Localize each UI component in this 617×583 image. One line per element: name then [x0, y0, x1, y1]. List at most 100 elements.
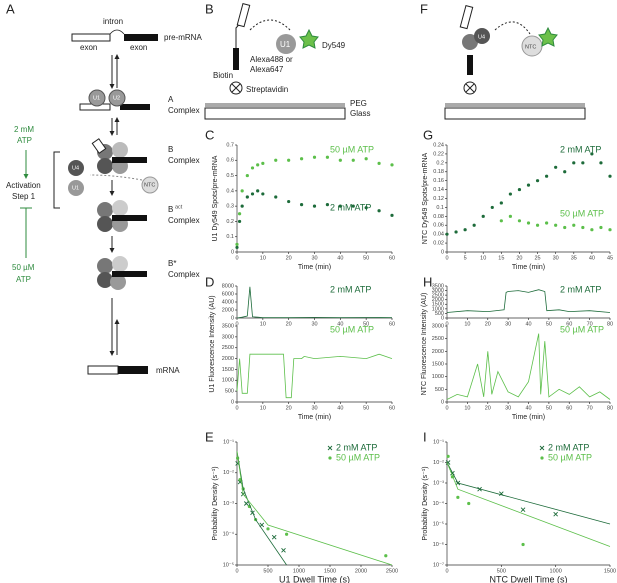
y-tick-label: 0.14 — [433, 187, 444, 193]
dot-marker — [261, 161, 265, 165]
y-axis-label: U1 Fluorescence Intensity (AU) — [209, 295, 216, 392]
label: Dy549 — [322, 41, 346, 50]
x-tick-label: 10 — [464, 405, 470, 411]
x-tick-label: 0 — [445, 405, 448, 411]
dot-marker — [351, 204, 355, 208]
y-tick-label: 500 — [435, 387, 444, 393]
dot-marker — [599, 225, 603, 230]
dot-marker — [521, 542, 525, 547]
y-tick-label: 0.2 — [226, 219, 234, 225]
y-tick-label: 10⁻² — [223, 470, 234, 476]
label: act — [175, 204, 183, 210]
dot-marker — [581, 161, 585, 165]
dot-marker — [554, 165, 558, 169]
inhibition — [20, 207, 32, 258]
x-tick-label: 10 — [480, 255, 486, 261]
series-name: 50 µM ATP — [330, 324, 374, 334]
dot-marker — [517, 187, 522, 192]
y-tick-label: 0 — [441, 399, 444, 405]
y-tick-label: 0 — [441, 249, 444, 255]
dot-marker — [581, 225, 585, 230]
dot-marker — [364, 157, 368, 161]
y-tick-label: 10⁻⁵ — [223, 561, 234, 568]
x-tick-label: 0 — [445, 255, 448, 261]
y-tick-label: 8000 — [222, 283, 234, 289]
label: A — [168, 95, 174, 104]
y-tick-label: 1000 — [432, 306, 444, 312]
dot-marker — [508, 214, 512, 218]
snrnp — [68, 180, 84, 196]
label: U1 — [93, 95, 100, 101]
dot-marker — [572, 223, 576, 227]
panel-label: E — [205, 429, 214, 444]
label: Streptavidin — [246, 85, 288, 94]
label: 50 µM — [12, 263, 35, 272]
y-tick-label: 10⁻¹ — [223, 439, 234, 445]
legend-glyph — [540, 456, 544, 460]
series-name: 2 mM ATP — [330, 284, 371, 294]
x-tick-label: 80 — [607, 405, 613, 411]
axes — [446, 145, 610, 253]
series-name: 50 µM ATP — [330, 144, 374, 154]
y-tick-label: 4000 — [222, 299, 234, 305]
x-marker — [271, 534, 277, 540]
y-axis-label: NTC Fluorescence Intensity (AU) — [421, 293, 428, 396]
dot-marker — [274, 195, 278, 199]
dot-marker — [467, 501, 471, 506]
dot-marker — [563, 170, 567, 174]
x-marker — [243, 501, 249, 506]
y-tick-label: 500 — [225, 389, 234, 395]
label: Alexa488 or — [250, 55, 293, 64]
dot-marker — [446, 454, 450, 458]
dot-marker — [351, 158, 355, 162]
legend-glyph — [328, 456, 332, 460]
x-tick-label: 40 — [525, 405, 531, 411]
arrows — [109, 54, 120, 356]
axes — [236, 326, 392, 403]
y-tick-label: 10⁻³ — [433, 480, 444, 486]
x-tick-label: 0 — [235, 255, 238, 261]
label: Activation — [6, 181, 41, 190]
y-tick-label: 10⁻⁷ — [433, 561, 444, 568]
dot-marker — [590, 228, 594, 232]
y-axis-label: NTC Dy549 Spots/pre-mRNA — [422, 152, 429, 244]
x-tick-label: 500 — [497, 568, 506, 574]
panel-label: G — [423, 127, 433, 142]
series-name: 50 µM ATP — [336, 452, 380, 462]
y-tick-label: 0.1 — [436, 205, 444, 211]
x-tick-label: 1000 — [550, 568, 562, 574]
y-tick-label: 0.24 — [433, 142, 444, 148]
dot-marker — [508, 192, 512, 196]
arrow — [89, 174, 143, 181]
exon — [124, 34, 158, 41]
series-name: 2 mM ATP — [560, 144, 601, 154]
label: U4 — [478, 34, 485, 40]
panel-label: B — [205, 1, 214, 16]
dot-marker — [299, 203, 304, 207]
series-name: 2 mM ATP — [336, 442, 377, 452]
dot-marker — [338, 204, 342, 208]
x-tick-label: 0 — [445, 568, 448, 574]
legend-glyph — [327, 445, 333, 451]
y-tick-label: 500 — [435, 311, 444, 317]
dot-marker — [554, 223, 558, 227]
series-name: 50 µM ATP — [560, 208, 604, 218]
label: exon — [80, 43, 97, 52]
dot-marker — [250, 192, 255, 196]
y-tick-label: 0.6 — [226, 158, 234, 164]
y-tick-label: 0 — [231, 399, 234, 405]
panel-label: H — [423, 274, 432, 289]
dot-marker — [608, 228, 612, 232]
y-tick-label: 10⁻⁴ — [223, 531, 235, 538]
dot-marker — [390, 213, 394, 217]
y-tick-label: 10⁻⁶ — [433, 541, 444, 548]
series-name: 50 µM ATP — [548, 452, 592, 462]
label: Complex — [168, 156, 200, 165]
y-tick-label: 10⁻³ — [223, 501, 234, 507]
dot-marker — [445, 232, 449, 236]
y-tick-label: 10⁻¹ — [433, 439, 444, 445]
x-tick-label: 20 — [286, 255, 292, 261]
y-tick-label: 1500 — [432, 302, 444, 308]
series-line — [236, 451, 393, 566]
panel-label: A — [6, 1, 15, 16]
